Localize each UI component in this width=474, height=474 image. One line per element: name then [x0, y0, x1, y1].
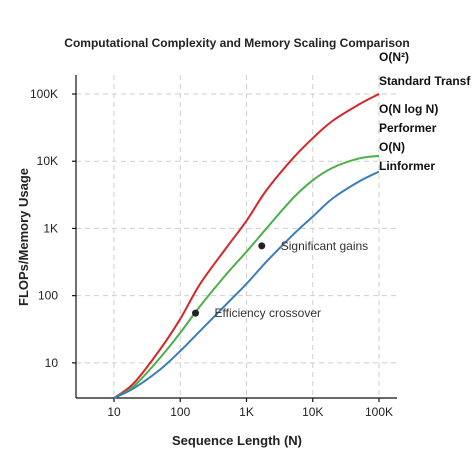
series-lines [113, 93, 380, 399]
x-tick-label: 100 [170, 405, 190, 419]
y-tick-label: 10K [37, 154, 58, 168]
series-complexity-label: O(N log N) [379, 102, 438, 116]
y-tick-label: 100 [38, 289, 58, 303]
x-tick-label: 10K [302, 405, 323, 419]
series-complexity-label: O(N) [379, 140, 405, 154]
series-line-linformer [113, 170, 380, 399]
x-tick-label: 1K [239, 405, 254, 419]
series-line-standard-transf [113, 93, 380, 399]
series-complexity-label: O(N²) [379, 50, 409, 64]
annotation-label: Significant gains [281, 239, 368, 253]
x-tick-label: 100K [365, 405, 393, 419]
annotation-label: Efficiency crossover [215, 306, 321, 320]
annotation-point [258, 242, 266, 250]
chart-title: Computational Complexity and Memory Scal… [64, 36, 409, 50]
series-name-label: Standard Transf [379, 74, 471, 88]
grid [76, 75, 397, 398]
x-axis-ticks: 10 100 1K 10K 100K [107, 398, 393, 419]
x-axis-label: Sequence Length (N) [172, 433, 302, 448]
axes [75, 75, 397, 399]
annotations: Efficiency crossover Significant gains [192, 239, 368, 320]
x-tick-label: 10 [107, 405, 121, 419]
y-tick-label: 100K [30, 87, 58, 101]
series-name-label: Linformer [379, 159, 435, 173]
y-axis-ticks: 10 100 1K 10K 100K [30, 87, 76, 370]
series-name-label: Performer [379, 121, 437, 135]
annotation-point [192, 309, 200, 317]
series-labels: O(N²) Standard Transf O(N log N) Performer O… [379, 50, 471, 173]
series-line-performer [113, 154, 380, 399]
y-axis-label: FLOPs/Memory Usage [16, 168, 31, 306]
y-tick-label: 1K [43, 221, 58, 235]
y-tick-label: 10 [45, 356, 59, 370]
